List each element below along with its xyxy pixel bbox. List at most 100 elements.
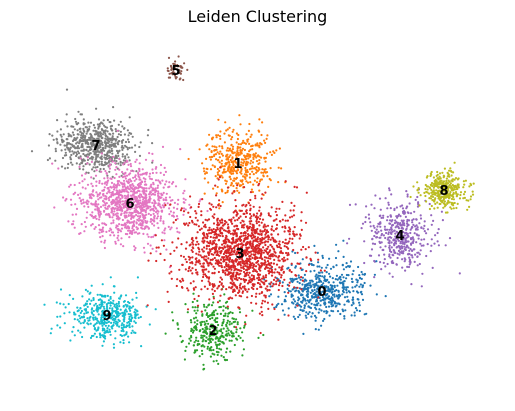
point-cluster-1 bbox=[216, 173, 220, 176]
point-cluster-8 bbox=[441, 199, 444, 202]
point-cluster-2 bbox=[195, 328, 198, 331]
point-cluster-3 bbox=[242, 253, 245, 256]
point-cluster-6 bbox=[98, 214, 101, 217]
point-cluster-8 bbox=[462, 197, 465, 200]
point-cluster-9 bbox=[99, 334, 103, 337]
point-cluster-6 bbox=[164, 198, 167, 202]
point-cluster-9 bbox=[101, 295, 104, 298]
point-cluster-7 bbox=[110, 145, 113, 148]
point-cluster-8 bbox=[430, 181, 434, 185]
point-cluster-7 bbox=[56, 130, 59, 133]
point-cluster-1 bbox=[258, 162, 261, 165]
point-cluster-9 bbox=[109, 304, 112, 307]
point-cluster-3 bbox=[243, 285, 246, 288]
point-cluster-3 bbox=[194, 257, 197, 261]
point-cluster-0 bbox=[336, 310, 340, 313]
point-cluster-1 bbox=[231, 130, 234, 133]
point-cluster-9 bbox=[73, 313, 76, 316]
point-cluster-2 bbox=[226, 327, 229, 330]
point-cluster-2 bbox=[203, 345, 206, 348]
point-cluster-6 bbox=[176, 217, 179, 220]
point-cluster-4 bbox=[380, 268, 383, 271]
point-cluster-9 bbox=[104, 309, 107, 312]
point-cluster-6 bbox=[134, 198, 137, 201]
point-cluster-3 bbox=[259, 248, 263, 251]
point-cluster-2 bbox=[217, 362, 220, 365]
point-cluster-6 bbox=[64, 199, 67, 202]
point-cluster-8 bbox=[446, 185, 449, 188]
point-cluster-7 bbox=[119, 164, 122, 167]
point-cluster-7 bbox=[91, 158, 94, 161]
point-cluster-1 bbox=[222, 168, 226, 171]
point-cluster-5 bbox=[170, 72, 173, 75]
point-cluster-6 bbox=[157, 190, 160, 193]
point-cluster-7 bbox=[111, 175, 114, 178]
point-cluster-6 bbox=[114, 240, 117, 243]
point-cluster-8 bbox=[439, 196, 442, 200]
point-cluster-3 bbox=[258, 283, 262, 286]
point-cluster-6 bbox=[162, 220, 165, 223]
point-cluster-1 bbox=[239, 143, 243, 146]
point-cluster-3 bbox=[197, 243, 200, 246]
point-cluster-6 bbox=[95, 184, 98, 187]
point-cluster-3 bbox=[190, 206, 193, 209]
point-cluster-6 bbox=[142, 205, 145, 208]
point-cluster-6 bbox=[118, 208, 121, 212]
point-cluster-4 bbox=[394, 237, 398, 240]
point-cluster-2 bbox=[241, 339, 244, 342]
point-cluster-6 bbox=[133, 245, 136, 248]
point-cluster-7 bbox=[123, 133, 126, 136]
point-cluster-0 bbox=[304, 278, 307, 281]
point-cluster-4 bbox=[406, 218, 409, 222]
point-cluster-2 bbox=[193, 341, 196, 344]
point-cluster-1 bbox=[260, 171, 263, 174]
point-cluster-7 bbox=[56, 119, 59, 122]
point-cluster-3 bbox=[253, 268, 256, 271]
point-cluster-8 bbox=[452, 202, 455, 205]
point-cluster-8 bbox=[470, 183, 473, 187]
point-cluster-8 bbox=[452, 178, 455, 181]
point-cluster-1 bbox=[247, 157, 250, 160]
point-cluster-4 bbox=[384, 245, 387, 248]
point-cluster-3 bbox=[257, 276, 261, 279]
point-cluster-7 bbox=[117, 133, 120, 136]
point-cluster-6 bbox=[124, 177, 127, 180]
point-cluster-4 bbox=[409, 247, 412, 251]
point-cluster-9 bbox=[137, 316, 140, 319]
point-cluster-0 bbox=[354, 285, 357, 288]
point-cluster-0 bbox=[311, 290, 314, 293]
point-cluster-7 bbox=[121, 144, 124, 147]
point-cluster-2 bbox=[231, 317, 234, 320]
point-cluster-7 bbox=[126, 153, 129, 156]
point-cluster-6 bbox=[142, 201, 145, 204]
point-cluster-7 bbox=[78, 167, 81, 170]
point-cluster-2 bbox=[262, 333, 265, 337]
point-cluster-1 bbox=[251, 170, 254, 173]
point-cluster-3 bbox=[191, 272, 194, 275]
point-cluster-0 bbox=[294, 317, 297, 320]
point-cluster-1 bbox=[232, 128, 235, 131]
point-cluster-6 bbox=[139, 193, 143, 196]
point-cluster-8 bbox=[437, 189, 440, 192]
point-cluster-7 bbox=[51, 134, 54, 137]
point-cluster-4 bbox=[371, 238, 374, 241]
point-cluster-1 bbox=[226, 128, 229, 131]
point-cluster-9 bbox=[126, 304, 129, 307]
point-cluster-0 bbox=[329, 284, 332, 287]
point-cluster-0 bbox=[323, 317, 326, 321]
point-cluster-7 bbox=[128, 159, 131, 162]
point-cluster-2 bbox=[218, 299, 221, 302]
point-cluster-1 bbox=[218, 161, 221, 164]
point-cluster-6 bbox=[89, 213, 92, 216]
point-cluster-1 bbox=[269, 179, 272, 182]
point-cluster-6 bbox=[94, 226, 97, 229]
point-cluster-8 bbox=[449, 182, 452, 185]
point-cluster-6 bbox=[117, 206, 120, 209]
point-cluster-7 bbox=[59, 133, 62, 136]
point-cluster-1 bbox=[246, 169, 249, 172]
point-cluster-1 bbox=[257, 169, 260, 172]
point-cluster-3 bbox=[247, 234, 250, 237]
point-cluster-6 bbox=[151, 222, 154, 225]
point-cluster-0 bbox=[355, 278, 358, 281]
point-cluster-3 bbox=[208, 276, 211, 279]
